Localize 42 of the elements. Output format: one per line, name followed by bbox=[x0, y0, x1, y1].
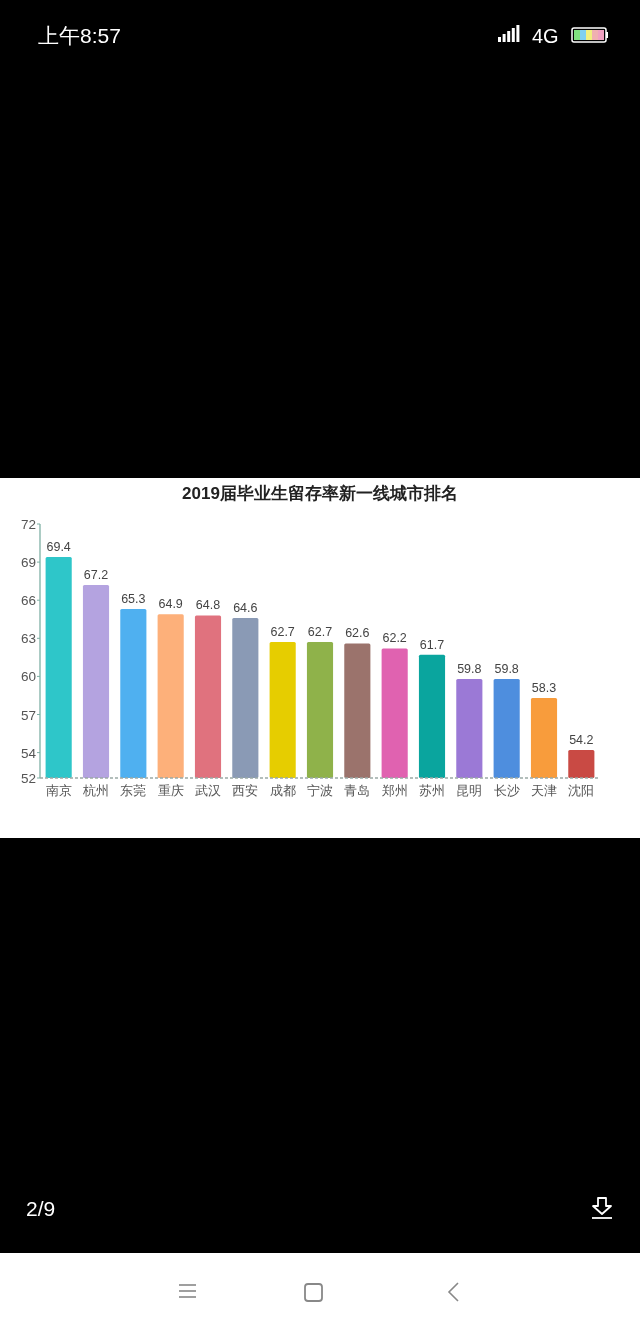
x-tick-label: 南京 bbox=[45, 783, 72, 798]
x-tick-label: 宁波 bbox=[307, 783, 333, 798]
x-tick-label: 武汉 bbox=[195, 783, 221, 798]
x-tick-label: 西安 bbox=[232, 783, 259, 798]
data-label: 69.4 bbox=[46, 540, 71, 554]
x-tick-label: 重庆 bbox=[157, 783, 184, 798]
data-label: 59.8 bbox=[457, 661, 482, 676]
data-label: 59.8 bbox=[494, 661, 519, 676]
y-tick-label: 52 bbox=[20, 771, 36, 786]
x-tick-label: 郑州 bbox=[381, 783, 408, 798]
data-label: 54.2 bbox=[569, 733, 594, 748]
data-label: 64.6 bbox=[233, 601, 258, 615]
y-tick-label: 60 bbox=[20, 669, 36, 685]
data-label: 62.6 bbox=[345, 626, 370, 641]
x-tick-label: 昆明 bbox=[456, 783, 483, 798]
data-label: 61.7 bbox=[419, 637, 445, 652]
y-tick-label: 54 bbox=[20, 745, 36, 761]
title: 2019届毕业生留存率新一线城市排名 bbox=[182, 484, 458, 503]
annotation: 4G bbox=[532, 25, 559, 47]
x-tick-label: 东莞 bbox=[120, 783, 147, 798]
y-tick-label: 66 bbox=[20, 593, 36, 609]
data-label: 64.9 bbox=[158, 597, 183, 612]
x-tick-label: 青岛 bbox=[344, 783, 371, 798]
data-label: 62.7 bbox=[270, 625, 295, 640]
y-tick-label: 63 bbox=[20, 631, 36, 647]
data-label: 67.2 bbox=[83, 567, 109, 582]
x-tick-label: 杭州 bbox=[83, 783, 109, 798]
data-label: 64.8 bbox=[195, 598, 221, 613]
data-label: 62.7 bbox=[307, 625, 333, 640]
x-tick-label: 天津 bbox=[531, 783, 557, 798]
data-label: 65.3 bbox=[121, 592, 146, 607]
x-tick-label: 沈阳 bbox=[568, 783, 595, 798]
annotation: 上午8:57 bbox=[38, 24, 121, 47]
y-tick-label: 57 bbox=[20, 707, 36, 723]
data-label: 58.3 bbox=[531, 681, 557, 695]
y-tick-label: 72 bbox=[20, 517, 36, 532]
data-label: 62.2 bbox=[382, 631, 407, 646]
y-tick-label: 69 bbox=[20, 555, 36, 571]
x-tick-label: 成都 bbox=[269, 783, 296, 798]
x-tick-label: 长沙 bbox=[493, 783, 520, 798]
x-tick-label: 苏州 bbox=[419, 783, 445, 798]
annotation: 2/9 bbox=[26, 1197, 56, 1220]
